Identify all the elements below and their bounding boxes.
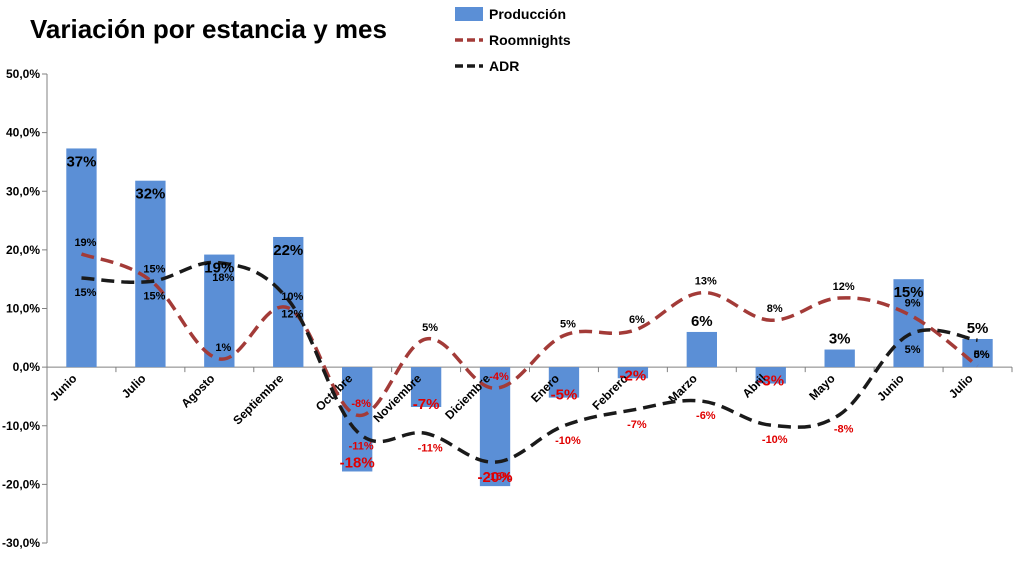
y-tick-label: -30,0% bbox=[2, 536, 40, 550]
bar bbox=[548, 367, 580, 398]
bar-data-label: -20% bbox=[478, 469, 513, 486]
chart-title: Variación por estancia y mes bbox=[30, 14, 387, 44]
line-data-label: 13% bbox=[695, 276, 717, 288]
y-tick-label: 50,0% bbox=[6, 67, 40, 81]
line-data-label: 1% bbox=[215, 342, 231, 354]
line-data-label: 15% bbox=[143, 291, 165, 303]
bar bbox=[686, 331, 717, 368]
bar-data-label: 5% bbox=[967, 320, 989, 337]
line-data-label: 19% bbox=[74, 237, 96, 249]
bar-data-label: 19% bbox=[204, 260, 234, 277]
line-data-label: -11% bbox=[418, 442, 443, 454]
bar-data-label: 37% bbox=[66, 153, 96, 170]
x-tick-label: Junio bbox=[874, 371, 907, 404]
line-data-label: -10% bbox=[762, 434, 788, 446]
x-tick-label: Agosto bbox=[178, 371, 217, 410]
line-data-label: 0% bbox=[974, 349, 990, 361]
y-tick-label: 0,0% bbox=[13, 360, 41, 374]
y-tick-label: 30,0% bbox=[6, 184, 40, 198]
bar bbox=[962, 338, 993, 368]
bar-data-label: -18% bbox=[340, 454, 375, 471]
y-tick-label: 40,0% bbox=[6, 126, 40, 140]
bar-data-label: 6% bbox=[691, 313, 713, 330]
line-data-label: 5% bbox=[905, 344, 921, 356]
bar-data-label: -5% bbox=[551, 387, 578, 404]
plot-area: 50,0% 40,0% 30,0% 20,0% 10,0% 0,0% -10,0% -20,0… bbox=[2, 67, 1013, 550]
bar-data-label: 3% bbox=[829, 331, 851, 348]
line-data-label: 6% bbox=[629, 314, 645, 326]
y-tick-label: -10,0% bbox=[2, 419, 40, 433]
line-data-label: 12% bbox=[281, 309, 303, 321]
bar-data-label: -2% bbox=[620, 367, 647, 384]
line-data-label: -10% bbox=[555, 435, 581, 447]
x-tick-label: Julio bbox=[119, 371, 149, 401]
line-data-label: -8% bbox=[834, 424, 854, 436]
legend-label: Producción bbox=[489, 6, 566, 22]
y-tick-label: 20,0% bbox=[6, 243, 40, 257]
line-data-label: 5% bbox=[974, 349, 990, 361]
line-data-label: 15% bbox=[74, 287, 96, 299]
bar bbox=[342, 367, 373, 472]
x-tick-label: Julio bbox=[946, 371, 976, 401]
legend-swatch bbox=[455, 7, 483, 21]
bar bbox=[755, 367, 786, 384]
line-data-label: -7% bbox=[627, 419, 647, 431]
bar bbox=[617, 367, 649, 379]
line-data-label: 5% bbox=[422, 322, 438, 334]
x-tick-label: Junio bbox=[47, 371, 80, 404]
x-tick-label: Mayo bbox=[806, 371, 838, 403]
y-tick-label: 10,0% bbox=[6, 302, 40, 316]
bar-data-label: 32% bbox=[135, 186, 165, 203]
legend: Producción Roomnights ADR bbox=[455, 6, 571, 74]
bar bbox=[893, 279, 924, 368]
line-data-label: 15% bbox=[143, 263, 165, 275]
line-data-label: -6% bbox=[696, 410, 716, 422]
legend-label: Roomnights bbox=[489, 32, 571, 48]
series-line-roomnights bbox=[80, 252, 979, 417]
line-data-label: 18% bbox=[212, 272, 234, 284]
line-data-label: 9% bbox=[905, 297, 921, 309]
legend-label: ADR bbox=[489, 58, 519, 74]
line-data-label: 10% bbox=[281, 291, 303, 303]
line-data-label: -4% bbox=[489, 371, 509, 383]
y-tick-label: -20,0% bbox=[2, 477, 40, 491]
x-tick-label: Septiembre bbox=[230, 371, 286, 427]
line-data-label: 8% bbox=[767, 303, 783, 315]
line-data-label: 5% bbox=[560, 318, 576, 330]
bar bbox=[204, 254, 235, 368]
bar bbox=[824, 349, 855, 368]
bar-data-label: -7% bbox=[413, 396, 440, 413]
line-data-label: 12% bbox=[833, 281, 855, 293]
bar-data-label: 15% bbox=[894, 284, 924, 301]
line-data-label: -8% bbox=[351, 398, 371, 410]
bar bbox=[410, 367, 442, 407]
bar-data-label: 22% bbox=[273, 242, 303, 259]
line-data-label: -16% bbox=[486, 471, 512, 483]
bar-data-label: -3% bbox=[757, 373, 784, 390]
line-data-label: -11% bbox=[349, 441, 374, 453]
